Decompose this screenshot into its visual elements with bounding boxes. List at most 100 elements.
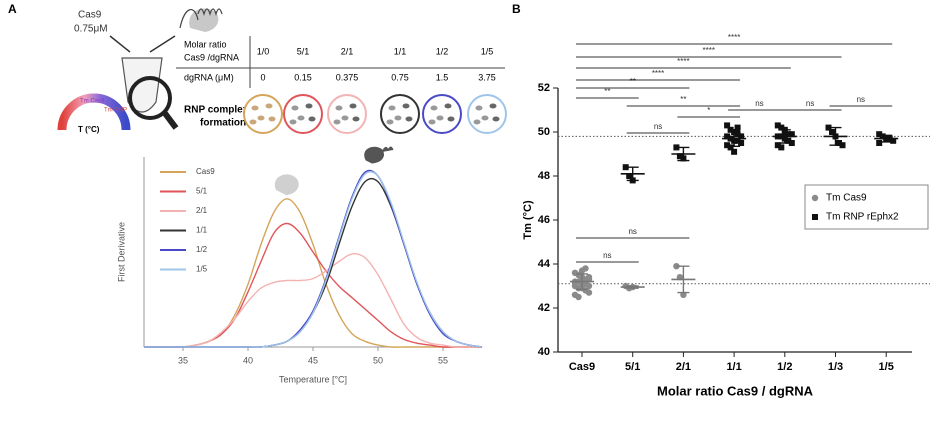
data-point	[785, 131, 792, 138]
complex-circle	[422, 94, 462, 134]
legend-label: 1/2	[196, 245, 208, 254]
y-tick-label: 50	[538, 126, 550, 138]
thermo-label: Tm Cas9	[80, 99, 105, 105]
legend-label: 5/1	[196, 187, 208, 196]
complex-icon	[475, 105, 483, 111]
significance-label: ****	[677, 57, 689, 66]
thermo-label: T (°C)	[78, 125, 100, 134]
y-axis-label: Tm (°C)	[522, 200, 534, 240]
data-point	[673, 263, 680, 270]
data-point	[734, 137, 741, 144]
data-point	[836, 140, 842, 146]
thermo-label: Tm RNP	[104, 108, 127, 114]
data-point	[839, 142, 846, 149]
significance-label: ns	[654, 122, 662, 131]
panel-label: A	[8, 2, 17, 16]
x-axis-label: Temperature [°C]	[279, 374, 347, 384]
x-tick-label: 1/5	[879, 361, 894, 373]
curve	[143, 177, 483, 348]
complex-icon	[394, 115, 402, 121]
x-tick-label: 1/3	[828, 361, 843, 373]
x-tick-label: 45	[308, 355, 318, 365]
legend-marker	[811, 194, 819, 202]
complex-icon	[305, 103, 313, 109]
table-cell: 0.75	[391, 72, 409, 82]
table-cell: 2/1	[341, 46, 354, 56]
data-point	[738, 133, 745, 140]
data-point	[778, 124, 785, 131]
complex-icon	[481, 115, 489, 121]
y-tick-label: 40	[538, 346, 550, 358]
data-point	[876, 140, 883, 146]
table-cell: 1/1	[394, 46, 407, 56]
x-tick-label: 40	[243, 355, 253, 365]
data-point	[876, 131, 883, 138]
curve	[143, 169, 483, 348]
data-point	[788, 131, 795, 138]
data-point	[774, 142, 781, 149]
data-point	[724, 122, 731, 129]
arrows	[109, 35, 176, 53]
data-point	[774, 122, 781, 129]
y-tick-label: 52	[538, 82, 550, 94]
table-cell: 0.375	[336, 72, 359, 82]
complex-label: formation	[200, 118, 246, 129]
curve	[143, 171, 483, 348]
data-point	[582, 265, 589, 272]
x-tick-label: Cas9	[569, 361, 595, 373]
legend-label: 1/1	[196, 226, 208, 235]
x-tick-label: 2/1	[676, 361, 691, 373]
y-tick-label: 48	[538, 170, 550, 182]
rna-icon	[179, 8, 223, 29]
x-tick-label: 1/2	[777, 361, 792, 373]
sd-bar	[778, 129, 791, 144]
data-point	[890, 137, 897, 144]
legend-label: Tm RNP rEphx2	[826, 212, 899, 223]
curve	[143, 198, 482, 348]
complex-icon	[291, 105, 299, 111]
table-row-label: dgRNA (μM)	[184, 72, 234, 82]
complex-icon	[447, 116, 455, 122]
thermometer	[57, 93, 131, 131]
complex-icon	[430, 105, 438, 111]
data-point	[676, 153, 683, 160]
complex-icon	[444, 103, 452, 109]
significance-label: ns	[628, 227, 636, 236]
table-cell: 1/2	[436, 46, 449, 56]
data-point	[622, 164, 629, 171]
data-point	[879, 133, 886, 140]
significance-label: ns	[857, 95, 865, 104]
significance-label: ****	[703, 46, 715, 55]
significance-label: ns	[806, 99, 814, 108]
table-cell: 3.75	[478, 72, 496, 82]
complex-icon	[428, 119, 436, 125]
sd-bar	[677, 265, 690, 294]
legend-label: 1/5	[196, 265, 208, 274]
table-header: Cas9 /dgRNA	[184, 52, 239, 62]
legend-marker	[812, 214, 818, 220]
protein-conc: 0.75μM	[74, 24, 108, 35]
data-point	[727, 126, 734, 133]
complex-circle	[283, 94, 323, 134]
legend-label: 2/1	[196, 206, 208, 215]
y-tick-label: 46	[538, 214, 550, 226]
table-cell: 0.15	[294, 72, 312, 82]
significance-label: ****	[652, 69, 664, 78]
sd-bar	[626, 166, 639, 182]
complex-icon	[251, 105, 259, 111]
x-tick-label: 1/1	[726, 361, 741, 373]
complex-icon	[405, 116, 413, 122]
data-point	[727, 144, 734, 151]
cas9-icon	[274, 174, 299, 195]
x-axis-label: Molar ratio Cas9 / dgRNA	[657, 383, 814, 398]
table-cell: 1/5	[481, 46, 494, 56]
sd-bar	[880, 134, 893, 143]
curve	[143, 222, 482, 348]
complex-icon	[249, 119, 257, 125]
sd-bar	[576, 273, 588, 290]
data-point	[724, 133, 731, 140]
diagram: Tm Cas9 Tm RNP T (°C) Cas9 0.75μM Molar …	[57, 8, 505, 134]
x-tick-label: 50	[373, 355, 383, 365]
sd-bar	[677, 146, 690, 162]
data-point	[734, 124, 741, 131]
